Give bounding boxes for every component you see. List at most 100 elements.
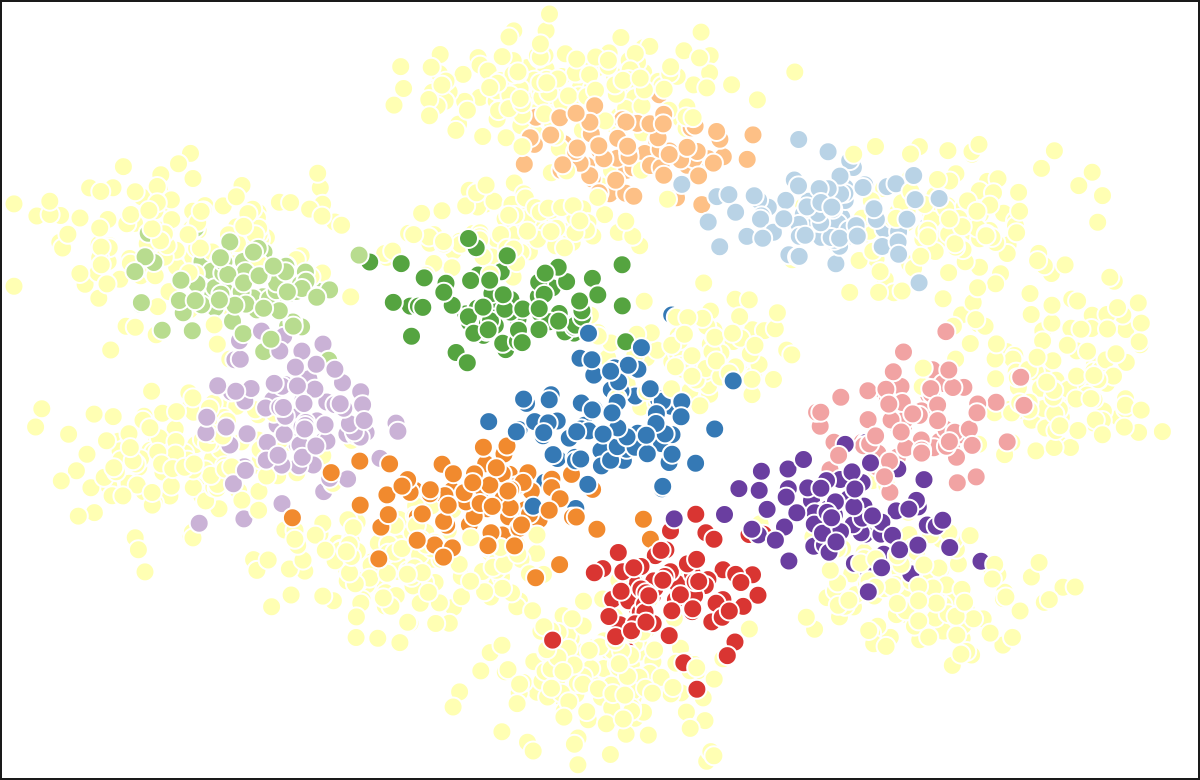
scatter-point: [611, 254, 633, 276]
scatter-point: [600, 360, 622, 382]
scatter-point: [1028, 552, 1050, 573]
scatter-point: [852, 177, 874, 198]
scatter-point: [1027, 250, 1049, 272]
scatter-point: [704, 326, 726, 348]
scatter-point: [639, 378, 661, 400]
scatter-point: [566, 421, 588, 443]
scatter-point: [766, 302, 788, 324]
scatter-point: [529, 33, 551, 55]
scatter-point: [615, 111, 637, 133]
scatter-point: [965, 309, 987, 331]
scatter-point: [858, 620, 880, 641]
scatter-point: [661, 443, 683, 465]
scatter-point: [902, 403, 924, 425]
scatter-point: [681, 345, 703, 367]
scatter-point: [293, 393, 315, 414]
scatter-point: [664, 356, 686, 378]
scatter-point: [248, 499, 270, 521]
scatter-point: [756, 498, 778, 520]
scatter-point: [276, 281, 298, 303]
scatter-point: [406, 529, 428, 551]
scatter-point: [704, 418, 726, 440]
scatter-point: [638, 585, 660, 607]
scatter-point: [324, 358, 346, 380]
scatter-point: [657, 188, 678, 210]
scatter-point: [420, 56, 442, 78]
scatter-point: [752, 227, 774, 249]
scatter-point: [821, 196, 843, 218]
scatter-point: [601, 402, 623, 424]
scatter-point: [372, 587, 394, 609]
scatter-point: [306, 286, 328, 308]
scatter-point: [368, 548, 390, 570]
scatter-point: [401, 325, 422, 347]
scatter-point: [76, 443, 98, 465]
scatter-point: [635, 611, 657, 633]
scatter-point: [874, 466, 895, 488]
scatter-point: [862, 505, 883, 527]
scatter-point: [1038, 589, 1060, 611]
scatter-point: [229, 348, 251, 370]
scatter-point: [592, 423, 614, 445]
scatter-point: [294, 418, 316, 440]
scatter-point: [690, 21, 712, 43]
scatter-point: [703, 528, 725, 550]
scatter-point: [390, 56, 412, 78]
scatter-point: [718, 600, 740, 622]
scatter-point: [911, 442, 933, 464]
scatter-point: [663, 508, 685, 530]
scatter-point: [865, 425, 887, 447]
scatter-point: [612, 69, 634, 91]
scatter-point: [509, 673, 531, 695]
scatter-point: [925, 592, 947, 614]
scatter-point: [1127, 292, 1149, 314]
scatter-point: [124, 261, 146, 283]
scatter-point: [685, 503, 707, 525]
scatter-point: [516, 220, 538, 242]
scatter-point: [170, 269, 192, 291]
scatter-point: [786, 502, 808, 524]
scatter-point: [96, 273, 118, 295]
scatter-point: [910, 245, 932, 267]
scatter-point: [857, 380, 879, 402]
scatter-point: [662, 677, 684, 698]
scatter-point: [1009, 200, 1031, 222]
scatter-point: [206, 333, 228, 355]
scatter-point: [1083, 365, 1105, 386]
scatter-point: [681, 365, 703, 387]
scatter-point: [716, 645, 738, 667]
scatter-point: [124, 316, 146, 338]
scatter-point: [478, 411, 500, 433]
scatter-point: [843, 143, 865, 165]
scatter-point: [614, 684, 636, 706]
scatter-point: [868, 281, 890, 303]
scatter-point: [686, 678, 708, 700]
scatter-point: [1036, 371, 1058, 393]
scatter-point: [554, 237, 575, 259]
scatter-point: [671, 173, 693, 195]
scatter-point: [433, 231, 454, 252]
scatter-point: [215, 416, 237, 438]
scatter-point: [119, 437, 141, 459]
scatter-point: [1091, 424, 1113, 446]
scatter-point: [1067, 420, 1089, 441]
scatter-point: [1066, 365, 1088, 387]
scatter-point: [548, 310, 570, 332]
scatter-point: [538, 499, 560, 521]
scatter-point: [271, 493, 293, 515]
scatter-point: [472, 126, 494, 147]
scatter-point: [644, 639, 666, 661]
scatter-point: [25, 416, 47, 438]
scatter-point: [938, 208, 960, 230]
scatter-point: [636, 443, 658, 465]
scatter-point: [442, 463, 464, 485]
scatter-point: [511, 514, 532, 536]
scatter-point: [151, 319, 173, 341]
scatter-point: [534, 262, 556, 284]
scatter-point: [702, 152, 724, 174]
scatter-point: [900, 143, 921, 165]
scatter-point: [742, 124, 764, 146]
scatter-point: [954, 591, 976, 613]
scatter-point: [561, 608, 583, 630]
